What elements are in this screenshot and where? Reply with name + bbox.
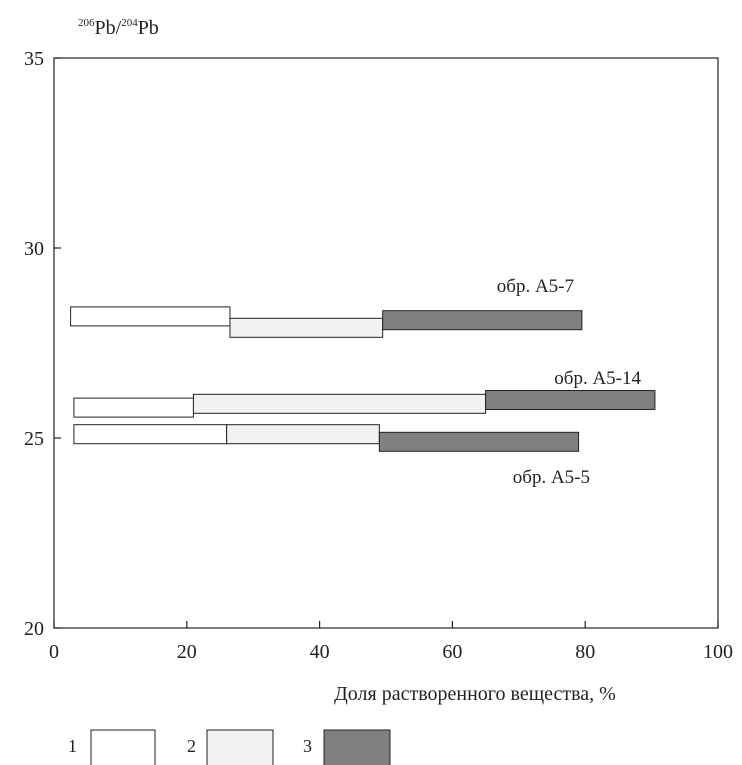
x-tick-label: 100	[703, 641, 733, 663]
bar-segment-series1-fraction1	[70, 306, 231, 327]
x-tick-label: 0	[49, 641, 59, 663]
sample-label-a5-14: обр. A5-14	[554, 368, 641, 389]
bar-segment-series3-fraction3	[378, 431, 580, 452]
x-tick-label: 40	[310, 641, 330, 663]
bar-segment-series2-fraction1	[73, 397, 194, 418]
legend: 1 2 3	[68, 729, 391, 765]
x-axis-label: Доля растворенного вещества, %	[334, 683, 616, 705]
x-tick-label: 20	[177, 641, 197, 663]
y-tick-label: 20	[24, 618, 44, 640]
bar-segment-series3-fraction2	[226, 424, 380, 445]
bar-segment-series1-fraction3	[382, 310, 583, 331]
y-axis-label-sup1: 206	[78, 17, 95, 29]
plot-frame	[53, 57, 719, 629]
legend-label-3: 3	[303, 736, 312, 756]
y-axis-label: 206Pb/204Pb	[78, 17, 159, 39]
sample-label-a5-5: обр. A5-5	[513, 467, 590, 488]
y-tick-label: 25	[24, 428, 44, 450]
y-tick-label: 35	[24, 48, 44, 70]
y-tick-label: 30	[24, 238, 44, 260]
y-axis-label-main2: Pb	[138, 17, 159, 39]
bar-segment-series1-fraction2	[229, 317, 384, 338]
legend-swatch-1	[90, 729, 156, 765]
legend-swatch-3	[323, 729, 391, 765]
bars-group	[70, 306, 656, 452]
y-axis-label-sup2: 204	[121, 17, 138, 29]
x-axis-ticks: 0 20 40 60 80 100	[49, 621, 733, 663]
legend-swatch-2	[206, 729, 274, 765]
y-axis-label-main1: Pb/	[95, 17, 122, 39]
x-tick-label: 60	[442, 641, 462, 663]
x-tick-label: 80	[575, 641, 595, 663]
bar-segment-series3-fraction1	[73, 424, 228, 445]
legend-label-1: 1	[68, 736, 77, 756]
legend-label-2: 2	[187, 736, 196, 756]
bar-segment-series2-fraction3	[485, 390, 656, 410]
sample-label-a5-7: обр. A5-7	[497, 276, 574, 297]
bar-segment-series2-fraction2	[192, 393, 487, 414]
y-axis-ticks: 20 25 30 35	[24, 48, 61, 640]
